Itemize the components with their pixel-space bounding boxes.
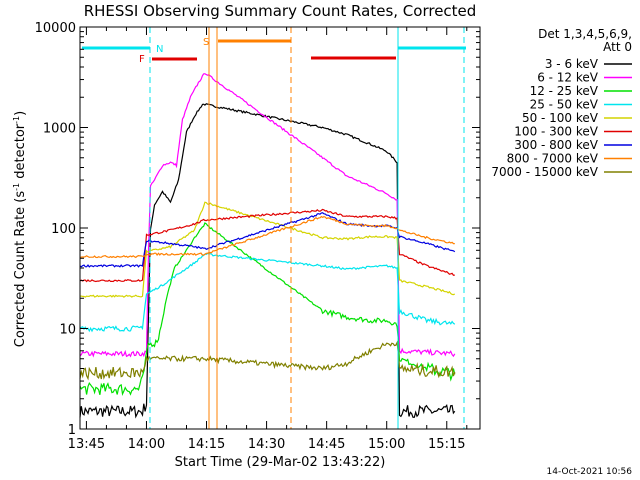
legend-label: 12 - 25 keV bbox=[530, 84, 599, 98]
series-line-2 bbox=[79, 222, 456, 397]
y-tick-label: 10 bbox=[59, 323, 76, 338]
night-flag-label: N bbox=[156, 44, 163, 55]
legend-label: 6 - 12 keV bbox=[537, 71, 599, 85]
x-tick-label: 15:15 bbox=[428, 437, 465, 452]
x-tick-label: 15:00 bbox=[368, 437, 405, 452]
series-line-8 bbox=[79, 340, 456, 381]
series-line-5 bbox=[79, 208, 455, 283]
legend-label: 100 - 300 keV bbox=[514, 125, 598, 139]
y-tick-label: 10000 bbox=[35, 21, 76, 36]
plot-frame bbox=[79, 26, 481, 430]
y-tick-label: 100 bbox=[51, 222, 76, 237]
series-layer bbox=[79, 73, 456, 419]
y-axis-label-exponent-1: -1 bbox=[12, 183, 21, 191]
series-line-4 bbox=[79, 201, 456, 298]
x-axis-label: Start Time (29-Mar-02 13:43:22) bbox=[175, 455, 386, 470]
legend-label: 800 - 7000 keV bbox=[507, 152, 599, 166]
legend-label: 25 - 50 keV bbox=[530, 98, 599, 112]
x-tick-label: 13:45 bbox=[68, 437, 105, 452]
y-axis-label: Corrected Count Rate (s-1 detector-1) bbox=[12, 111, 28, 347]
x-tick-label: 14:15 bbox=[188, 437, 225, 452]
y-axis-label-close: ) bbox=[13, 111, 28, 116]
legend-label: 3 - 6 keV bbox=[545, 57, 599, 71]
series-line-1 bbox=[79, 73, 456, 358]
timestamp: 14-Oct-2021 10:56 bbox=[547, 467, 633, 477]
legend-label: 7000 - 15000 keV bbox=[491, 165, 598, 179]
legend-label: 300 - 800 keV bbox=[514, 138, 598, 152]
chart-title: RHESSI Observing Summary Count Rates, Co… bbox=[84, 2, 477, 20]
x-tick-label: 14:45 bbox=[308, 437, 345, 452]
axes-layer: 13:45 14:00 14:15 14:30 14:45 15:00 15:15 1 10 10… bbox=[35, 21, 481, 452]
x-tick-label: 14:30 bbox=[248, 437, 285, 452]
series-line-7 bbox=[79, 215, 455, 259]
marker-layer: NF S bbox=[82, 27, 466, 429]
series-line-3 bbox=[79, 252, 456, 333]
y-tick-label: 1000 bbox=[43, 122, 76, 137]
y-axis-label-main: Corrected Count Rate (s bbox=[13, 191, 28, 348]
y-axis-label-mid: detector bbox=[13, 123, 28, 183]
saa-flag-label: S bbox=[203, 37, 209, 48]
y-axis-label-exponent-2: -1 bbox=[12, 116, 21, 124]
legend-label: 50 - 100 keV bbox=[522, 111, 599, 125]
series-line-0 bbox=[79, 103, 456, 419]
legend-attenuator: Att 0 bbox=[603, 40, 632, 54]
legend-detectors: Det 1,3,4,5,6,9, bbox=[538, 27, 632, 41]
flare-flag-label: F bbox=[139, 54, 145, 65]
y-tick-label: 1 bbox=[68, 423, 76, 438]
x-tick-label: 14:00 bbox=[128, 437, 165, 452]
